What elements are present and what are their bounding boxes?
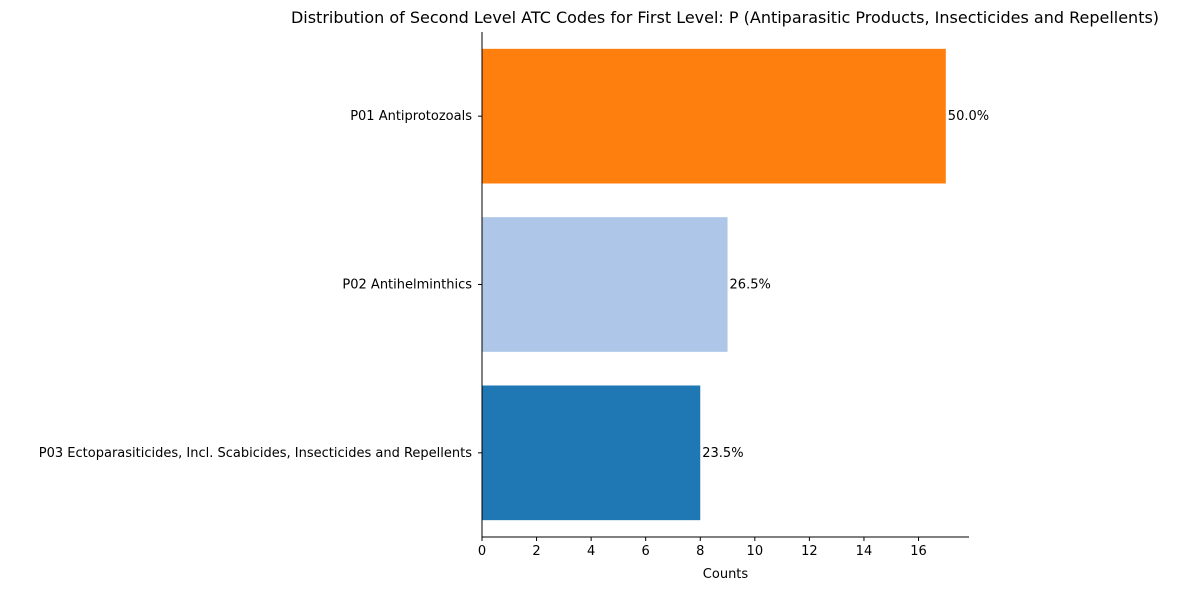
x-tick-label-3: 4 xyxy=(587,544,595,559)
x-tick-label-7: 12 xyxy=(801,544,818,559)
bar-2 xyxy=(482,217,728,352)
x-tick-label-8: 14 xyxy=(856,544,873,559)
y-tick-label-1: P01 Antiprotozoals xyxy=(350,109,472,124)
x-tick-label-5: 8 xyxy=(696,544,704,559)
x-tick-label-4: 6 xyxy=(642,544,650,559)
bar-value-label-3: 23.5% xyxy=(702,446,743,461)
x-tick-label-1: 0 xyxy=(478,544,486,559)
x-tick-label-9: 16 xyxy=(910,544,927,559)
bars-group: 50.0% 26.5% 23.5% xyxy=(482,48,989,521)
x-tick-label-2: 2 xyxy=(532,544,540,559)
y-axis-ticks: P01 Antiprotozoals P02 Antihelminthics P03… xyxy=(39,109,482,461)
x-axis-label: Counts xyxy=(703,567,749,582)
chart-title: Distribution of Second Level ATC Codes f… xyxy=(291,8,1159,27)
y-tick-label-2: P02 Antihelminthics xyxy=(342,278,472,293)
y-tick-label-3: P03 Ectoparasiticides, Incl. Scabicides,… xyxy=(39,446,472,461)
bar-1 xyxy=(482,48,946,184)
bar-value-label-2: 26.5% xyxy=(730,278,771,293)
bar-3 xyxy=(482,385,701,521)
x-tick-label-6: 10 xyxy=(747,544,764,559)
x-axis-ticks: 0 2 4 6 8 10 12 14 16 xyxy=(478,537,927,559)
bar-value-label-1: 50.0% xyxy=(948,109,989,124)
